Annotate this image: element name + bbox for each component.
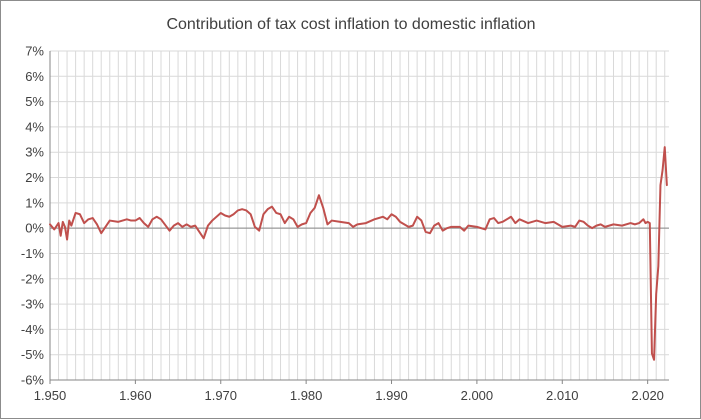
axes xyxy=(49,51,669,384)
x-tick-label: 2.000 xyxy=(461,388,494,403)
x-tick-label: 2.010 xyxy=(546,388,579,403)
y-tick-label: -5% xyxy=(21,347,45,362)
y-tick-label: 4% xyxy=(25,119,44,134)
x-tick-label: 1.980 xyxy=(290,388,323,403)
y-tick-label: 2% xyxy=(25,170,44,185)
x-axis-tick-labels: 1.950 1.960 1.970 1.980 1.990 2.000 2.010 2.020 xyxy=(34,388,664,403)
x-tick-label: 1.990 xyxy=(375,388,408,403)
x-tick-label: 2.020 xyxy=(631,388,664,403)
y-tick-label: 0% xyxy=(25,221,44,236)
y-tick-label: 1% xyxy=(25,195,44,210)
series-layer xyxy=(49,146,668,361)
y-tick-label: 3% xyxy=(25,145,44,160)
y-tick-label: -3% xyxy=(21,297,45,312)
y-tick-label: 5% xyxy=(25,94,44,109)
y-tick-label: -2% xyxy=(21,271,45,286)
x-tick-label: 1.960 xyxy=(119,388,152,403)
y-tick-label: 6% xyxy=(25,69,44,84)
y-tick-label: 7% xyxy=(25,44,44,59)
y-tick-label: -1% xyxy=(21,246,45,261)
y-axis-tick-labels: -6% -5% -4% -3% -2% -1% 0% 1% 2% 3% 4% 5% 6% 7% xyxy=(21,44,45,388)
series-line-0 xyxy=(49,146,668,361)
x-tick-label: 1.950 xyxy=(34,388,67,403)
y-tick-label: -6% xyxy=(21,373,45,388)
x-tick-label: 1.970 xyxy=(204,388,237,403)
chart-title: Contribution of tax cost inflation to do… xyxy=(166,16,535,33)
gridlines xyxy=(49,50,669,381)
y-tick-label: -4% xyxy=(21,322,45,337)
